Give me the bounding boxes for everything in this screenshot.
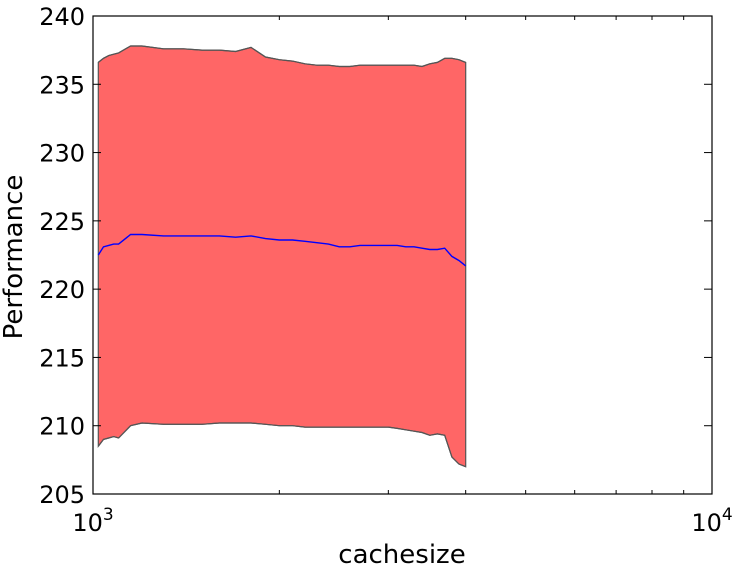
mean-line (97, 233, 467, 267)
y-tick-label: 240 (39, 3, 85, 31)
x-axis-label: cachesize (338, 540, 465, 570)
lower-bound-line (97, 422, 466, 468)
confidence-band (97, 45, 467, 468)
ticks (92, 15, 713, 495)
y-tick-label: 210 (39, 413, 85, 441)
x-tick-label: 103 (72, 505, 113, 537)
y-tick-label: 230 (39, 140, 85, 168)
upper-bound-line (97, 45, 466, 68)
y-tick-label: 235 (39, 71, 85, 99)
tick-labels: 205 210 215 220 225 230 235 240 103 104 (39, 3, 733, 537)
axes-frame (92, 15, 713, 495)
x-tick-label: 104 (691, 505, 732, 537)
y-tick-label: 225 (39, 208, 85, 236)
plot-content (97, 45, 467, 468)
y-axis-label: Performance (0, 175, 29, 340)
y-tick-label: 220 (39, 276, 85, 304)
y-tick-label: 205 (39, 481, 85, 509)
y-tick-label: 215 (39, 344, 85, 372)
